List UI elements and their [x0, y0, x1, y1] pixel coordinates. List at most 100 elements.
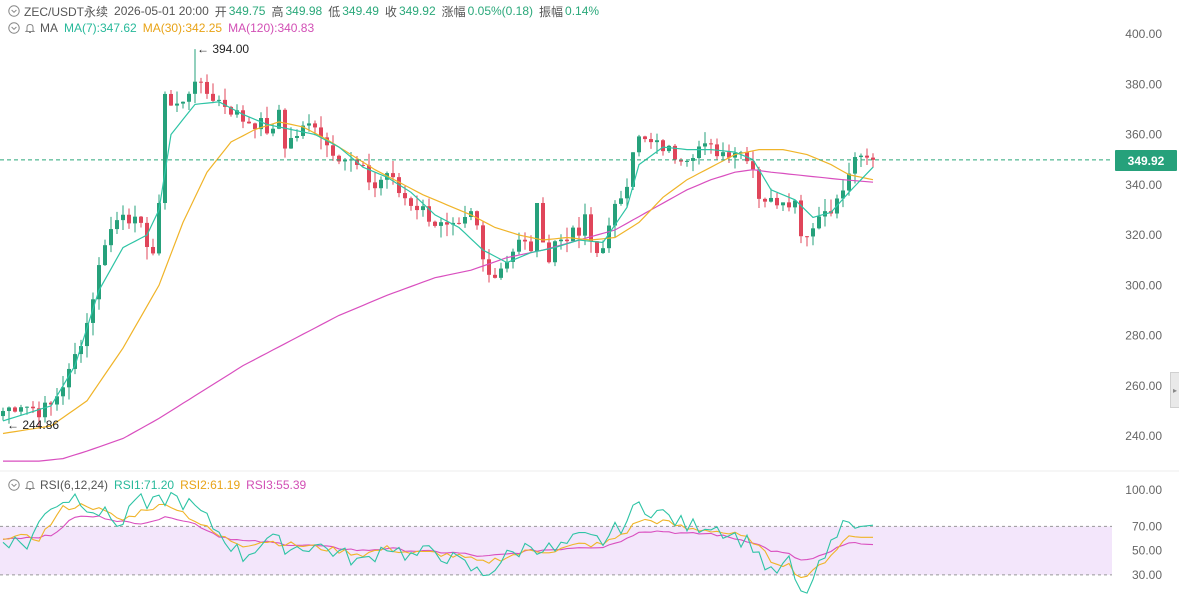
candle-body: [433, 221, 437, 226]
price-axis-label: 280.00: [1125, 329, 1162, 343]
rsi3-value: RSI3:55.39: [246, 478, 307, 492]
rsi3-line: [2, 515, 874, 561]
candle-body: [331, 145, 335, 156]
candle-body: [679, 159, 683, 162]
candle-body: [277, 109, 281, 129]
candle-body: [613, 203, 617, 226]
candle-body: [127, 214, 131, 224]
panel-resize-handle[interactable]: ▸: [1170, 372, 1179, 408]
current-price-tag: 349.92: [1115, 150, 1177, 171]
candle-body: [91, 299, 95, 323]
rsi2-value: RSI2:61.19: [180, 478, 241, 492]
candle-body: [229, 106, 233, 115]
amplitude-value: 0.14%: [565, 4, 600, 18]
candle-body: [619, 198, 623, 204]
candle-body: [7, 407, 11, 412]
ma30-value: MA(30):342.25: [142, 21, 223, 35]
candle-body: [403, 193, 407, 199]
open-label: 开: [214, 4, 227, 19]
bell-icon[interactable]: [24, 479, 36, 491]
candle-body: [649, 139, 653, 143]
candle-body: [667, 145, 671, 152]
candle-body: [31, 406, 35, 409]
low-value: 349.49: [342, 4, 379, 18]
candle-body: [421, 206, 425, 211]
open-value: 349.75: [228, 4, 266, 18]
candle-body: [697, 146, 701, 159]
candle-body: [859, 155, 863, 158]
candle-body: [781, 202, 785, 206]
candle-body: [247, 121, 251, 124]
candle-body: [151, 246, 155, 254]
candle-body: [481, 225, 485, 260]
close-value: 349.92: [398, 4, 436, 18]
candle-body: [709, 143, 713, 145]
change-value: 0.05%(0.18): [467, 4, 534, 18]
candle-body: [583, 214, 587, 236]
candle-body: [721, 152, 725, 157]
price-axis-label: 340.00: [1125, 178, 1162, 192]
symbol-name: ZEC/USDT永续: [24, 4, 109, 19]
rsi-label: RSI(6,12,24): [40, 478, 109, 492]
candle-body: [307, 123, 311, 126]
candle-body: [73, 354, 77, 369]
candle-body: [313, 123, 317, 128]
price-axis-label: 360.00: [1125, 128, 1162, 142]
chevron-down-icon[interactable]: [8, 5, 20, 17]
candle-body: [115, 220, 119, 230]
ma30-line: [2, 121, 874, 435]
candle-body: [25, 406, 29, 408]
ma-label: MA: [40, 21, 58, 35]
rsi-axis-label: 70.00: [1132, 519, 1162, 533]
candle-body: [283, 109, 287, 149]
candle-body: [763, 198, 767, 202]
candle-body: [343, 159, 347, 162]
candle-body: [529, 241, 533, 252]
ma7-line: [2, 101, 874, 422]
candle-body: [571, 227, 575, 242]
candle-datetime: 2026-05-01 20:00: [114, 4, 209, 18]
ohlc-header: ZEC/USDT永续 2026-05-01 20:00 开 349.75 高 3…: [0, 2, 605, 20]
candle-body: [775, 197, 779, 206]
candle-body: [415, 205, 419, 211]
candle-body: [361, 164, 365, 166]
chevron-down-icon[interactable]: [8, 22, 20, 34]
candle-body: [181, 101, 185, 104]
candle-body: [241, 110, 245, 122]
candle-body: [103, 245, 107, 266]
candle-body: [523, 239, 527, 242]
rsi2-line: [2, 503, 873, 579]
rsi-axis-label: 30.00: [1132, 568, 1162, 582]
candle-body: [517, 239, 521, 252]
candle-body: [271, 128, 275, 134]
bell-icon[interactable]: [24, 22, 36, 34]
rsi1-line: [2, 491, 874, 594]
candle-body: [235, 110, 239, 115]
candle-body: [259, 118, 263, 130]
candle-body: [391, 173, 395, 178]
candle-body: [547, 242, 551, 263]
candle-body: [253, 123, 257, 130]
candle-body: [169, 93, 173, 106]
price-axis-label: 400.00: [1125, 27, 1162, 41]
low-label: 低: [328, 4, 341, 19]
candle-body: [193, 81, 197, 94]
min-price-marker: ← 244.86: [7, 418, 59, 432]
candle-body: [727, 152, 731, 158]
candle-body: [439, 222, 443, 226]
candle-body: [139, 216, 143, 223]
candle-body: [625, 186, 629, 199]
chevron-down-icon[interactable]: [8, 479, 20, 491]
candle-body: [703, 143, 707, 147]
price-axis-label: 300.00: [1125, 278, 1162, 292]
candle-body: [817, 216, 821, 229]
candle-body: [457, 222, 461, 224]
amplitude-label: 振幅: [539, 4, 564, 19]
close-label: 收: [384, 4, 397, 19]
candle-body: [799, 200, 803, 237]
candle-body: [865, 155, 869, 158]
candle-body: [187, 93, 191, 102]
candle-body: [319, 127, 323, 138]
candle-body: [37, 408, 41, 418]
